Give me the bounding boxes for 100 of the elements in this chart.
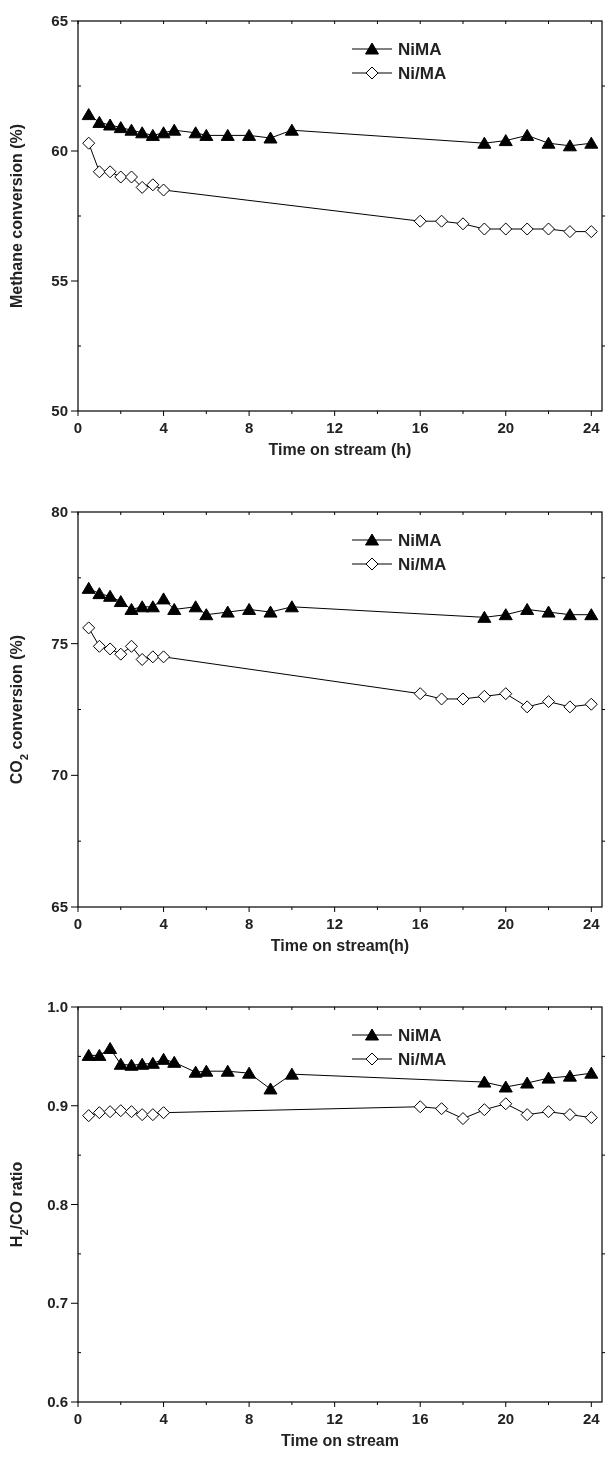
point xyxy=(498,134,513,147)
y-tick-label: 70 xyxy=(51,766,68,784)
x-tick-label: 4 xyxy=(159,1410,169,1427)
point xyxy=(157,650,171,664)
point xyxy=(477,689,491,703)
point xyxy=(413,214,427,228)
point xyxy=(435,214,449,228)
point xyxy=(124,170,138,184)
point xyxy=(584,608,599,621)
point xyxy=(167,123,182,136)
point xyxy=(562,139,577,152)
legend-label: Ni/MA xyxy=(398,1050,447,1069)
x-tick-label: 0 xyxy=(73,915,83,932)
x-tick-label: 12 xyxy=(326,915,343,932)
point xyxy=(188,600,203,613)
point xyxy=(146,650,160,664)
legend-label: NiMA xyxy=(398,1026,442,1045)
point xyxy=(584,136,599,149)
point xyxy=(520,700,534,714)
point xyxy=(124,123,139,136)
y-tick-label: 65 xyxy=(51,898,68,915)
point xyxy=(199,608,214,621)
x-tick-label: 0 xyxy=(73,1410,83,1427)
point xyxy=(135,180,149,194)
point xyxy=(541,605,556,618)
point xyxy=(520,128,535,141)
point xyxy=(199,128,214,141)
point xyxy=(563,225,577,239)
x-tick-label: 8 xyxy=(244,419,254,436)
point xyxy=(167,602,182,615)
x-tick-label: 24 xyxy=(582,1410,601,1427)
point xyxy=(156,592,171,605)
legend-label: NiMA xyxy=(398,531,442,550)
point xyxy=(242,602,257,615)
legend-label: Ni/MA xyxy=(398,64,447,83)
point xyxy=(220,605,235,618)
point xyxy=(92,639,106,653)
point xyxy=(145,600,160,613)
point xyxy=(284,123,299,136)
x-tick-label: 20 xyxy=(497,1410,515,1427)
y-tick-label: 80 xyxy=(51,503,68,520)
point xyxy=(188,126,203,139)
x-tick-label: 4 xyxy=(159,419,169,436)
y-tick-label: 65 xyxy=(51,12,68,29)
point xyxy=(584,225,598,239)
x-tick-label: 8 xyxy=(244,915,254,932)
point xyxy=(284,600,299,613)
x-tick-label: 16 xyxy=(411,1410,429,1427)
point xyxy=(113,595,128,608)
x-tick-label: 24 xyxy=(582,419,601,436)
point xyxy=(92,587,107,600)
point xyxy=(477,136,492,149)
point xyxy=(242,128,257,141)
legend-label: Ni/MA xyxy=(398,555,447,574)
x-tick-label: 24 xyxy=(582,915,601,932)
point xyxy=(92,165,106,179)
point xyxy=(113,121,128,134)
point xyxy=(156,126,171,139)
point xyxy=(584,697,598,711)
x-tick-label: 16 xyxy=(411,419,429,436)
y-tick-label: 0.7 xyxy=(47,1294,68,1312)
point xyxy=(562,608,577,621)
x-axis-title: Time on stream (h) xyxy=(268,441,412,458)
y-tick-label: 0.9 xyxy=(47,1096,68,1114)
point xyxy=(413,687,427,701)
point xyxy=(124,639,138,653)
point xyxy=(499,222,513,236)
point xyxy=(498,608,513,621)
point xyxy=(157,183,171,197)
point xyxy=(124,602,139,615)
point xyxy=(135,652,149,666)
point xyxy=(103,589,118,602)
point xyxy=(146,178,160,192)
point xyxy=(477,610,492,623)
point xyxy=(114,647,128,661)
point xyxy=(435,692,449,706)
point xyxy=(541,136,556,149)
point xyxy=(103,642,117,656)
point xyxy=(82,621,96,635)
y-tick-label: 0.8 xyxy=(47,1195,68,1213)
x-tick-label: 16 xyxy=(411,915,429,932)
x-tick-label: 20 xyxy=(497,419,515,436)
y-tick-label: 75 xyxy=(51,634,68,652)
point xyxy=(114,170,128,184)
point xyxy=(81,108,96,121)
point xyxy=(456,217,470,231)
x-tick-label: 12 xyxy=(326,419,343,436)
point xyxy=(499,687,513,701)
x-tick-label: 20 xyxy=(497,915,515,932)
point xyxy=(82,136,96,150)
point xyxy=(81,581,96,594)
point xyxy=(542,222,556,236)
point xyxy=(456,692,470,706)
x-tick-label: 12 xyxy=(326,1410,343,1427)
y-tick-label: 60 xyxy=(51,142,68,159)
point xyxy=(542,695,556,709)
point xyxy=(145,128,160,141)
y-tick-label: 50 xyxy=(51,402,68,419)
legend-label: NiMA xyxy=(398,40,442,59)
point xyxy=(103,118,118,131)
